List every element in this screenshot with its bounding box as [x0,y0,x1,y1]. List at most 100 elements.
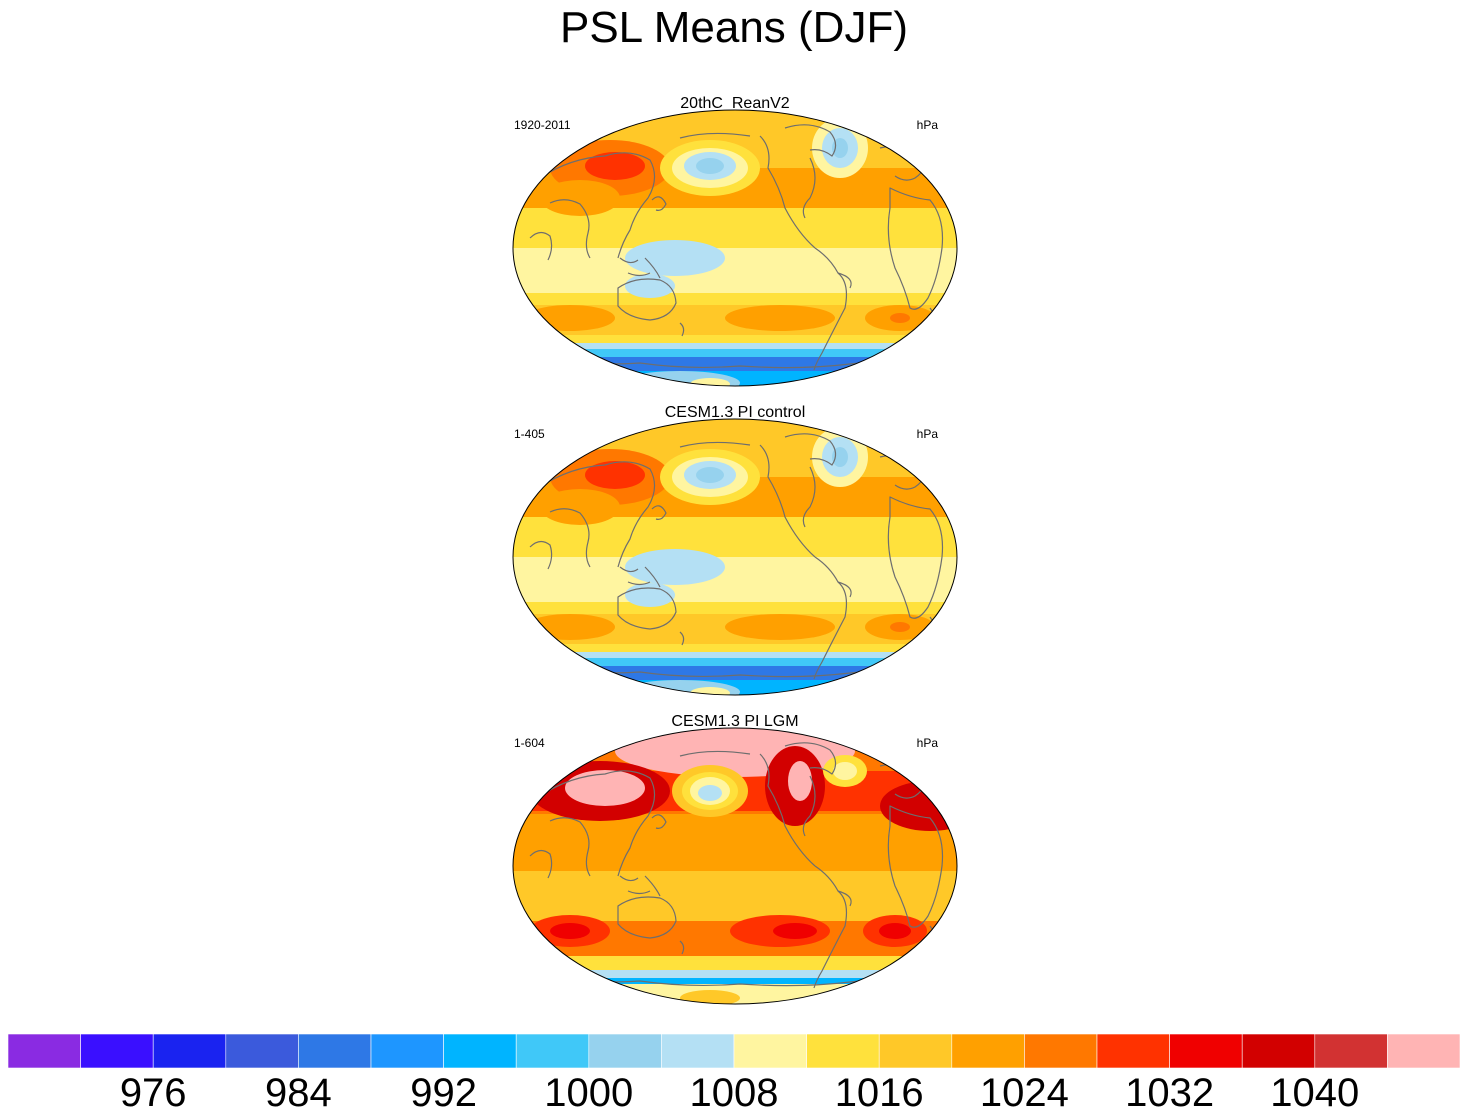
asian-ridge [540,180,620,216]
colorbar-swatch [370,1034,444,1068]
coastline [539,770,656,877]
coastline [802,775,816,837]
world-map-robinson [512,727,958,1005]
coastline [759,444,816,558]
siberian-high-core [585,461,645,489]
coastline [619,257,661,279]
icelandic-low-core [833,762,857,780]
map-outline [512,418,958,696]
aleutian-low-core [696,467,724,483]
coastline [784,742,837,775]
subtropical-high-core [773,923,817,939]
panel-period: 1920-2011 [514,118,571,132]
antarctic-interior-core [690,687,730,695]
coastline [887,187,944,310]
subtropical-high-core [890,622,910,632]
coastline [887,805,944,928]
pressure-band [513,652,957,658]
pressure-band [513,602,957,614]
colorbar-tick-label: 992 [410,1071,477,1115]
coastline [529,231,553,261]
australian-low [625,274,675,298]
coastline [837,272,852,289]
coastline [651,814,667,829]
coastline [539,152,656,259]
subtropical-high-core [890,313,910,323]
panel-period: 1-604 [514,736,545,750]
colorbar-tick-label: 1008 [689,1071,779,1115]
subtropical-high-core [550,923,590,939]
subtropical-high-core [879,923,911,939]
panel-period: 1-405 [514,427,545,441]
coastline [837,581,852,598]
panel-title: CESM1.3 PI LGM [671,713,799,730]
subtropical-high [725,614,835,640]
colorbar-swatch [1241,1034,1316,1068]
coastline [617,278,677,321]
coastline [539,461,656,568]
colorbar-swatch [661,1034,735,1068]
colorbar-swatch [806,1034,880,1068]
panel-units: hPa [916,736,938,750]
coastline [679,940,685,955]
colorbar-swatch [8,1034,81,1068]
colorbar-swatch [1024,1034,1098,1068]
colorbar-swatch [1169,1034,1243,1068]
map-outline [512,727,958,1005]
colorbar-swatch [298,1034,372,1068]
colorbar-tick-label: 1040 [1270,1071,1360,1115]
coastline [619,875,661,897]
pressure-band [513,658,957,666]
coastline [529,849,553,879]
panel-units: hPa [916,427,938,441]
coastline [549,508,591,568]
coastline [784,124,837,157]
map-outline [512,109,958,387]
colorbar-labels: 976 984 992 1000 1008 1016 1024 1032 1040 [8,1070,1460,1116]
coastline [651,196,667,211]
coastline [529,540,553,570]
pressure-band [513,335,957,343]
pressure-band [513,644,957,652]
aleutian-low-core [698,785,722,801]
map-panel-20thc-reanv2: 20thC_ReanV2 1920-2011 hPa [510,94,960,394]
coastline [651,505,667,520]
coastline [679,750,751,757]
colorbar-swatch [878,1034,953,1068]
subtropical-high [525,305,615,331]
siberian-high-core [565,770,645,806]
colorbar [8,1034,1460,1068]
coastline [759,753,816,867]
colorbar-swatch [152,1034,227,1068]
colorbar-swatch [515,1034,590,1068]
coastline [784,433,837,466]
panel-title: CESM1.3 PI control [664,404,806,421]
coastline [813,556,848,680]
coastline [759,135,816,249]
coastline [679,132,751,139]
colorbar-swatch [588,1034,662,1068]
map-panel-cesm-pi-control: CESM1.3 PI control 1-405 hPa [510,403,960,703]
coastline [802,466,816,528]
coastline [619,566,661,588]
pressure-band [513,871,957,921]
coastline [802,157,816,219]
panel-title: 20thC_ReanV2 [680,95,790,112]
pressure-band [513,814,957,874]
atlantic-ridge [860,168,957,208]
pressure-band [513,666,957,680]
main-title: PSL Means (DJF) [559,3,908,52]
pressure-band [513,357,957,371]
antarctic-interior-core [690,378,730,386]
coastline [679,631,685,646]
colorbar-swatch [225,1034,299,1068]
pressure-band [513,349,957,357]
colorbar-tick-label: 984 [265,1071,332,1115]
aleutian-low-core [696,158,724,174]
pressure-band [513,557,957,602]
atlantic-ridge [860,477,957,517]
pressure-band [513,970,957,978]
subtropical-high [725,305,835,331]
colorbar-swatch [443,1034,517,1068]
pressure-band [513,343,957,349]
